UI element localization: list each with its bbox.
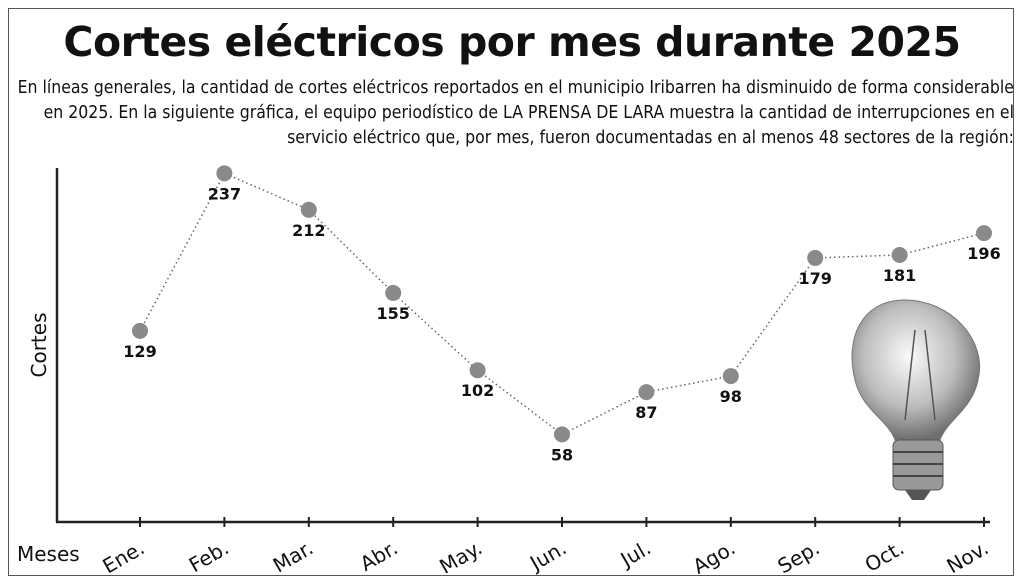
data-point — [385, 284, 402, 301]
x-axis-label: Meses — [17, 542, 80, 566]
data-point — [976, 225, 992, 242]
chart-title: Cortes eléctricos por mes durante 2025 — [63, 18, 961, 66]
x-tick-label: Abr. — [356, 536, 402, 576]
data-point — [469, 362, 486, 379]
data-label: 129 — [123, 342, 156, 361]
data-label: 179 — [798, 269, 831, 288]
data-label: 102 — [461, 381, 494, 400]
x-tick-label: Ago. — [689, 536, 740, 579]
series-line — [139, 172, 985, 436]
data-point — [216, 165, 233, 182]
data-point — [638, 384, 655, 401]
data-label: 58 — [551, 445, 573, 464]
chart-frame — [8, 8, 1014, 576]
x-tick-label: Sep. — [774, 536, 824, 579]
data-point — [722, 368, 739, 385]
x-tick-label: May. — [435, 536, 486, 579]
data-label: 212 — [292, 221, 325, 240]
data-label: 98 — [720, 387, 742, 406]
data-point — [132, 322, 148, 339]
data-label: 196 — [967, 244, 1000, 263]
x-tick-label: Mar. — [269, 536, 318, 578]
chart-subtitle: En líneas generales, la cantidad de cort… — [17, 78, 1014, 148]
x-tick-label: Nov. — [943, 536, 993, 579]
data-point — [300, 201, 317, 218]
x-tick-label: Jun. — [524, 536, 570, 577]
data-label: 155 — [376, 304, 409, 323]
data-point — [807, 249, 824, 266]
data-label: 181 — [883, 266, 916, 285]
data-label: 237 — [208, 184, 241, 203]
data-point — [891, 247, 908, 264]
x-tick-label: Jul. — [615, 536, 655, 573]
x-tick-label: Oct. — [861, 536, 908, 577]
data-label: 87 — [635, 403, 657, 422]
data-point — [554, 426, 570, 443]
light-bulb-icon — [851, 299, 981, 500]
y-axis-label: Cortes — [27, 313, 51, 378]
x-tick-label: Feb. — [185, 536, 233, 578]
x-tick-label: Ene. — [98, 536, 148, 579]
